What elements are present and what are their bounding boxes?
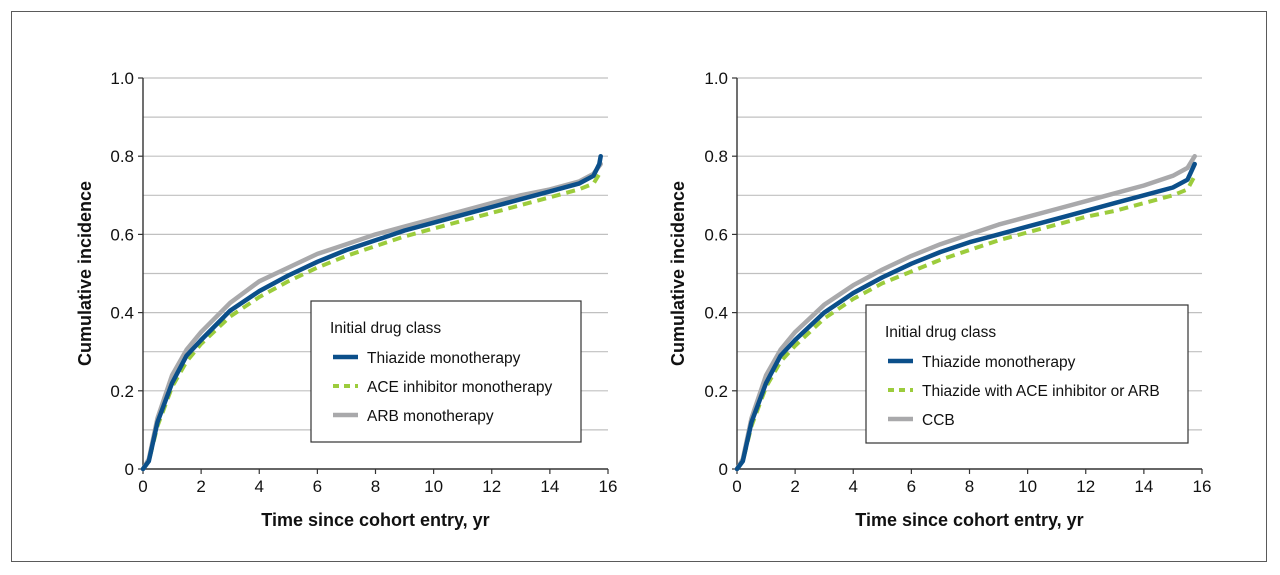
chart-left-series-line-2 xyxy=(140,161,603,472)
chart-panel-left: 0 0.2 0.4 0.6 0.8 1.0 0 2 4 6 8 10 12 14 16 Time since … xyxy=(75,69,617,530)
chart-left-x-tick-label: 2 xyxy=(196,477,205,496)
chart-left-legend-label-1: ACE inhibitor monotherapy xyxy=(367,379,552,396)
chart-right-x-tick-label: 16 xyxy=(1193,477,1212,496)
chart-right-legend-box xyxy=(865,304,1189,444)
chart-left-x-tick-label: 0 xyxy=(138,477,147,496)
chart-right-y-tick-label: 1.0 xyxy=(704,69,728,88)
chart-right-x-tick-label: 2 xyxy=(790,477,799,496)
chart-right-legend-label-1: Thiazide with ACE inhibitor or ARB xyxy=(922,383,1160,400)
chart-left-y-tick-label: 0.8 xyxy=(110,147,134,166)
chart-left-y-tick-label: 0 xyxy=(125,460,134,479)
chart-right-x-tick-label: 4 xyxy=(849,477,858,496)
chart-left-y-tick-label: 0.6 xyxy=(110,225,134,244)
chart-left-legend-title: Initial drug class xyxy=(330,320,441,337)
chart-left-y-tick-label: 0.4 xyxy=(110,304,134,323)
chart-right-x-tick-label: 10 xyxy=(1018,477,1037,496)
chart-left-x-tick-label: 12 xyxy=(482,477,501,496)
chart-left-y-axis-title: Cumulative incidence xyxy=(75,181,95,366)
chart-left-legend-label-2: ARB monotherapy xyxy=(367,408,494,425)
chart-right-x-tick-label: 8 xyxy=(965,477,974,496)
chart-right-x-tick-label: 12 xyxy=(1076,477,1095,496)
chart-left-series-line-0 xyxy=(140,153,603,472)
chart-right-x-tick-label: 0 xyxy=(732,477,741,496)
chart-right-y-tick-label: 0.8 xyxy=(704,147,728,166)
chart-right-y-axis-title: Cumulative incidence xyxy=(668,181,688,366)
chart-left-x-axis-title: Time since cohort entry, yr xyxy=(261,510,489,530)
chart-right-y-tick-label: 0.2 xyxy=(704,382,728,401)
figure-frame xyxy=(11,11,1267,562)
chart-right-y-tick-label: 0.4 xyxy=(704,304,728,323)
chart-right-series-line-2 xyxy=(734,153,1197,472)
chart-right-legend-title: Initial drug class xyxy=(885,324,996,341)
chart-left-x-tick-label: 8 xyxy=(371,477,380,496)
chart-left-x-tick-label: 4 xyxy=(255,477,264,496)
chart-right-legend-label-2: CCB xyxy=(922,412,955,429)
chart-left-y-tick-label: 1.0 xyxy=(110,69,134,88)
chart-left-legend: Initial drug class Thiazide monotherapy AC… xyxy=(310,300,582,443)
chart-left-y-tick-label: 0.2 xyxy=(110,382,134,401)
chart-right-y-tick-label: 0.6 xyxy=(704,225,728,244)
chart-left-x-tick-label: 14 xyxy=(540,477,559,496)
chart-right-legend-label-0: Thiazide monotherapy xyxy=(922,354,1076,371)
chart-right-x-tick-label: 6 xyxy=(907,477,916,496)
chart-left-x-tick-label: 10 xyxy=(424,477,443,496)
chart-right-x-axis-title: Time since cohort entry, yr xyxy=(855,510,1083,530)
chart-left-legend-label-0: Thiazide monotherapy xyxy=(367,350,521,367)
chart-right-series-line-0 xyxy=(734,161,1197,472)
chart-left-x-tick-label: 16 xyxy=(599,477,618,496)
chart-right-x-tick-label: 14 xyxy=(1134,477,1153,496)
chart-left-x-tick-label: 6 xyxy=(313,477,322,496)
chart-right-legend: Initial drug class Thiazide monotherapy Th… xyxy=(865,304,1189,444)
chart-right-y-tick-label: 0 xyxy=(719,460,728,479)
chart-left-legend-box xyxy=(310,300,582,443)
chart-panel-right: 0 0.2 0.4 0.6 0.8 1.0 0 2 4 6 8 10 12 14 16 Time since … xyxy=(668,69,1211,530)
